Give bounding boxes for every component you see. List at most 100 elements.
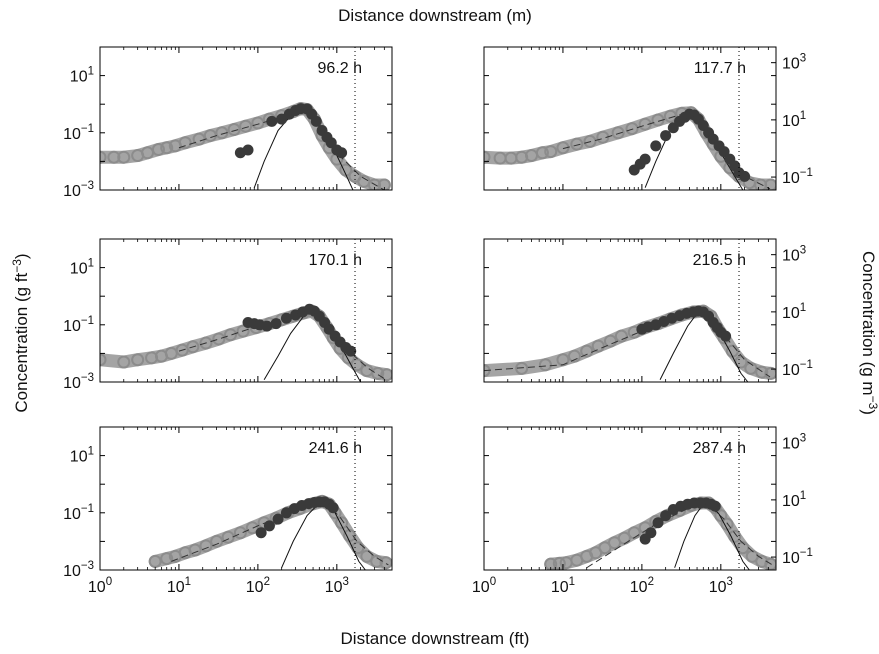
panel-time-label: 170.1 h	[309, 252, 362, 269]
plot-area	[484, 106, 776, 190]
open-marker	[210, 534, 224, 548]
panel-time-label: 216.5 h	[693, 252, 746, 269]
filled-marker	[263, 520, 275, 532]
open-marker	[224, 328, 238, 342]
x-tick-label: 102	[630, 576, 654, 596]
open-marker	[100, 150, 107, 164]
filled-marker	[650, 140, 662, 152]
filled-marker	[739, 170, 751, 182]
filled-marker	[255, 527, 267, 539]
open-marker	[117, 355, 131, 369]
open-marker	[335, 516, 349, 530]
dashed-line	[484, 310, 771, 378]
open-marker	[484, 150, 491, 164]
open-marker	[107, 150, 121, 164]
open-marker	[160, 552, 174, 566]
right-y-tick-label: 103	[782, 433, 806, 453]
open-marker	[755, 365, 769, 379]
open-marker	[764, 366, 776, 380]
right-y-tick-label: 101	[782, 110, 806, 130]
filled-marker	[709, 500, 721, 512]
open-marker	[239, 119, 253, 133]
open-marker	[371, 366, 385, 380]
open-marker	[728, 529, 742, 543]
left-y-tick-label: 10−3	[63, 372, 94, 392]
filled-marker	[645, 527, 657, 539]
filled-marker	[336, 147, 348, 159]
x-tick-label: 102	[246, 576, 270, 596]
panel-time-label: 96.2 h	[318, 60, 362, 77]
right-y-tick-label: 101	[782, 490, 806, 510]
left-y-tick-label: 101	[70, 446, 94, 466]
open-marker	[117, 150, 131, 164]
open-marker	[598, 541, 612, 555]
open-marker	[544, 145, 558, 159]
open-marker	[148, 554, 162, 568]
right-axis-title: Concentration (g m−3)	[859, 251, 879, 415]
open-marker	[377, 178, 391, 190]
open-marker	[638, 117, 652, 131]
right-y-tick-label: 103	[782, 245, 806, 265]
open-marker	[236, 324, 250, 338]
open-marker	[535, 146, 549, 160]
filled-marker	[660, 130, 672, 142]
left-y-tick-label: 101	[70, 66, 94, 86]
left-y-tick-label: 10−1	[63, 503, 94, 523]
open-marker	[212, 332, 226, 346]
right-y-tick-label: 10−1	[782, 547, 813, 567]
filled-marker	[270, 318, 282, 330]
panel-5: 100 101 102 103 101 10−1 10−3 241.6 h	[63, 426, 393, 596]
open-marker	[131, 353, 145, 367]
open-marker	[515, 361, 529, 375]
plot-area	[100, 102, 391, 190]
panel-time-label: 241.6 h	[309, 440, 362, 457]
filled-marker	[720, 330, 732, 342]
open-marker	[188, 543, 202, 557]
open-marker	[199, 336, 213, 350]
plot-area	[484, 304, 776, 382]
plot-area	[100, 303, 392, 382]
open-marker	[360, 549, 374, 563]
x-tick-label: 100	[472, 576, 496, 596]
filled-marker	[310, 115, 322, 127]
open-marker	[233, 526, 247, 540]
left-y-tick-label: 10−1	[63, 123, 94, 143]
panel-1: 101 10−1 10−3 96.2 h	[63, 46, 393, 200]
left-axis-title: Concentration (g ft−3)	[10, 253, 31, 412]
x-tick-label: 103	[325, 576, 349, 596]
plot-area	[544, 496, 776, 570]
open-marker	[570, 137, 584, 151]
open-marker	[591, 339, 605, 353]
x-tick-label: 101	[551, 576, 575, 596]
x-tick-label: 100	[88, 576, 112, 596]
open-marker	[221, 530, 235, 544]
open-marker	[160, 141, 174, 155]
filled-marker	[327, 502, 339, 514]
open-marker	[583, 134, 597, 148]
open-marker	[714, 509, 728, 523]
open-marker	[227, 123, 241, 137]
panels-group: 101 10−1 10−3 96.2 h 103 101 10−1 117.7 h 101 10−…	[63, 46, 813, 596]
left-y-tick-label: 101	[70, 258, 94, 278]
filled-marker	[652, 517, 664, 529]
model-envelope	[544, 496, 776, 570]
open-marker	[538, 358, 552, 372]
bottom-axis-title: Distance downstream (ft)	[341, 629, 530, 648]
filled-marker	[660, 510, 672, 522]
panel-3: 101 10−1 10−3 170.1 h	[63, 238, 393, 392]
panel-2: 103 101 10−1 117.7 h	[483, 46, 813, 191]
open-marker	[367, 178, 381, 190]
filled-marker	[718, 146, 730, 158]
open-marker	[611, 126, 625, 140]
open-marker	[245, 521, 259, 535]
open-marker	[380, 368, 392, 382]
open-marker	[580, 344, 594, 358]
left-y-tick-label: 10−3	[63, 560, 94, 580]
open-marker	[567, 349, 581, 363]
open-marker	[625, 122, 639, 136]
open-marker	[151, 143, 165, 157]
open-marker	[627, 526, 641, 540]
left-y-tick-label: 10−3	[63, 180, 94, 200]
panel-6: 100 101 102 103 103 101 10−1 287.4 h	[472, 426, 813, 596]
